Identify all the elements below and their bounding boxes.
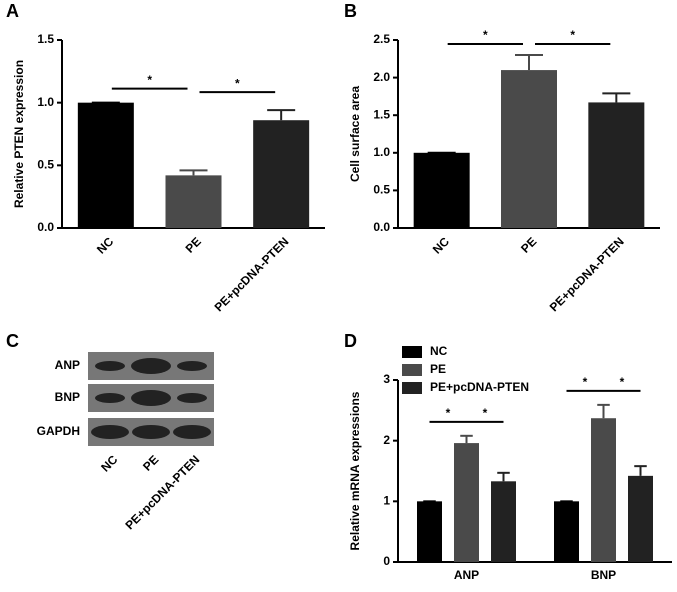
legend-label: NC — [430, 344, 448, 358]
significance-label: * — [147, 73, 152, 87]
blot-lane-label: PE — [140, 452, 161, 473]
blot-band — [95, 393, 125, 403]
blot-band — [95, 361, 125, 371]
y-tick-label: 0.0 — [37, 220, 54, 234]
y-tick-label: 1.5 — [37, 32, 54, 46]
x-tick-label: NC — [94, 234, 116, 256]
bar — [413, 152, 470, 228]
panel-letter: C — [6, 331, 19, 351]
blot-band — [173, 425, 211, 439]
y-axis-label: Cell surface area — [348, 86, 362, 182]
bar — [554, 501, 579, 562]
significance-label: * — [583, 375, 588, 389]
bar — [454, 443, 479, 562]
bar — [591, 418, 616, 562]
legend-label: PE+pcDNA-PTEN — [430, 380, 529, 394]
panel-letter: B — [344, 1, 357, 21]
y-tick-label: 0 — [383, 554, 390, 568]
legend-swatch — [402, 346, 422, 358]
panel-letter: A — [6, 1, 19, 21]
blot-row-label: GAPDH — [37, 424, 80, 438]
y-tick-label: 0.5 — [37, 158, 54, 172]
blot-lane-label: NC — [98, 452, 120, 474]
y-tick-label: 1.0 — [373, 145, 390, 159]
y-tick-label: 1 — [383, 494, 390, 508]
x-tick-label: PE+pcDNA-PTEN — [547, 234, 627, 314]
legend-swatch — [402, 364, 422, 376]
bar — [491, 481, 516, 562]
bar — [628, 475, 653, 562]
y-tick-label: 2.0 — [373, 70, 390, 84]
y-tick-label: 0.5 — [373, 183, 390, 197]
y-tick-label: 2.5 — [373, 32, 390, 46]
blot-band — [177, 361, 207, 371]
bar — [165, 175, 222, 228]
bar — [501, 70, 557, 228]
blot-band — [131, 358, 171, 374]
y-tick-label: 3 — [383, 372, 390, 386]
significance-label: * — [620, 375, 625, 389]
x-tick-label: NC — [430, 234, 452, 256]
blot-row-label: BNP — [55, 390, 80, 404]
blot-lane-label: PE+pcDNA-PTEN — [122, 452, 202, 532]
blot-band — [177, 393, 207, 403]
bar — [588, 102, 645, 228]
x-tick-label: ANP — [454, 568, 479, 582]
legend-swatch — [402, 382, 422, 394]
significance-label: * — [570, 28, 575, 42]
bar — [417, 501, 442, 562]
significance-label: * — [235, 76, 240, 90]
significance-label: * — [483, 28, 488, 42]
x-tick-label: PE+pcDNA-PTEN — [212, 234, 292, 314]
blot-band — [91, 425, 129, 439]
blot-row-label: ANP — [55, 358, 80, 372]
y-axis-label: Relative PTEN expression — [12, 60, 26, 208]
blot-band — [132, 425, 170, 439]
bar — [77, 102, 134, 228]
y-axis-label: Relative mRNA expressions — [348, 391, 362, 550]
blot-band — [131, 390, 171, 406]
significance-label: * — [446, 406, 451, 420]
significance-label: * — [483, 406, 488, 420]
panel-letter: D — [344, 331, 357, 351]
legend-label: PE — [430, 362, 446, 376]
x-tick-label: BNP — [591, 568, 616, 582]
y-tick-label: 1.0 — [37, 95, 54, 109]
y-tick-label: 1.5 — [373, 107, 390, 121]
y-tick-label: 2 — [383, 433, 390, 447]
y-tick-label: 0.0 — [373, 220, 390, 234]
bar — [253, 120, 310, 228]
x-tick-label: PE — [518, 234, 539, 255]
x-tick-label: PE — [183, 234, 204, 255]
